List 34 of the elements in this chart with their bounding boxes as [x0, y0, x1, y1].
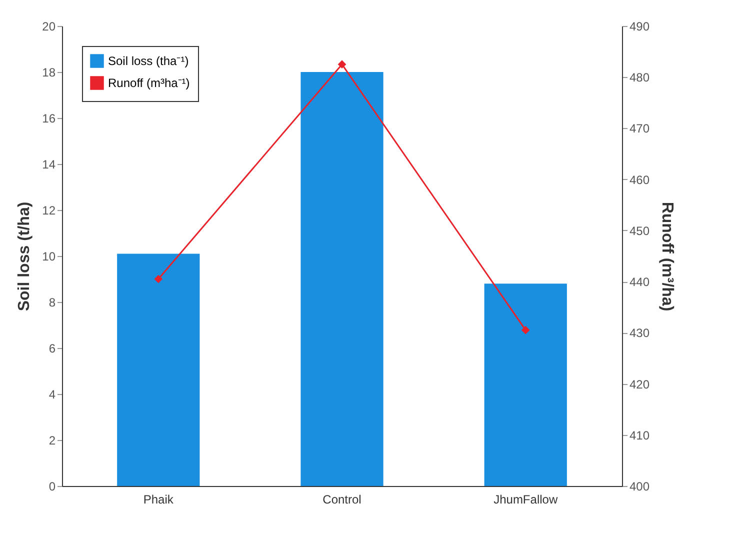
- y2-tick-label: 420: [630, 377, 650, 392]
- y-tick-label: 10: [42, 250, 56, 264]
- y2-tick-label: 470: [630, 122, 650, 136]
- y-tick-label: 8: [48, 296, 56, 310]
- y2-tick-label: 450: [630, 224, 650, 238]
- y-tick-label: 12: [42, 204, 56, 218]
- y-tick-label: 14: [42, 158, 56, 172]
- x-tick-label: Control: [322, 492, 362, 506]
- bar: [117, 254, 200, 486]
- y2-tick-label: 430: [630, 326, 650, 340]
- y2-tick-label: 490: [630, 20, 650, 34]
- y2-tick-label: 410: [630, 428, 650, 442]
- y-tick-label: 2: [48, 434, 56, 448]
- y-tick-label: 4: [48, 388, 56, 402]
- point: [154, 274, 163, 284]
- y-tick-label: 20: [42, 20, 56, 34]
- y2-tick-label: 480: [630, 70, 650, 85]
- x-tick-label: JhumFallow: [494, 492, 558, 506]
- y-axis-title: Soil loss (t/ha): [16, 202, 34, 312]
- y-tick-label: 0: [48, 480, 56, 494]
- y2-tick-label: 400: [630, 480, 650, 494]
- bar: [484, 284, 567, 486]
- point: [338, 60, 346, 69]
- y2-tick-label: 440: [630, 275, 650, 290]
- bar: [300, 72, 384, 486]
- y2-axis-title: Runoff (m³/ha): [658, 202, 676, 312]
- y-tick-label: 16: [42, 112, 56, 126]
- x-tick-label: Phaik: [143, 492, 174, 506]
- point: [521, 326, 530, 334]
- legend-label: Runoff (m³ha⁻¹): [108, 76, 190, 90]
- legend-label: Soil loss (tha⁻¹): [108, 54, 189, 68]
- y-tick-label: 18: [42, 66, 56, 80]
- y2-tick-label: 460: [630, 172, 650, 187]
- y-tick-label: 6: [48, 342, 56, 356]
